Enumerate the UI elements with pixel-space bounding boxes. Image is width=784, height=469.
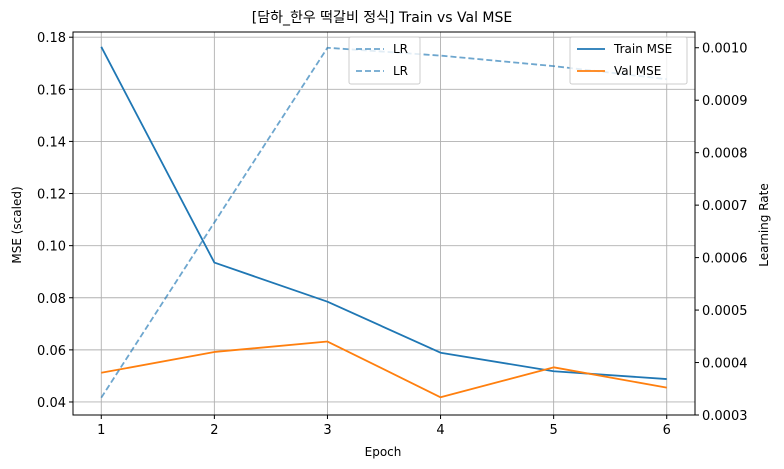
- y-tick-label: 0.18: [37, 31, 66, 46]
- legend-lr-label-2: LR: [393, 64, 408, 78]
- y2-tick-label: 0.0008: [702, 147, 748, 162]
- x-tick-label: 4: [436, 423, 444, 438]
- x-axis-label: Epoch: [365, 445, 402, 459]
- y-tick-label: 0.10: [37, 240, 66, 255]
- y2-tick-label: 0.0006: [702, 252, 748, 267]
- y2-axis-ticks: 0.0003 0.0004 0.0005 0.0006 0.0007 0.0008 0.00…: [695, 42, 748, 424]
- y-tick-label: 0.06: [37, 344, 66, 359]
- legend-lr-box: [348, 36, 421, 85]
- x-axis-ticks: 1 2 3 4 5 6: [97, 415, 671, 438]
- y-tick-label: 0.14: [37, 135, 66, 150]
- y2-tick-label: 0.0004: [702, 357, 748, 372]
- chart-title: [담하_한우 떡갈비 정식] Train vs Val MSE: [252, 10, 513, 26]
- x-tick-label: 6: [663, 423, 671, 438]
- x-tick-label: 5: [549, 423, 557, 438]
- y-axis-ticks: 0.04 0.06 0.08 0.10 0.12 0.14 0.16 0.18: [37, 31, 73, 411]
- legend-lr: LR LR: [348, 36, 421, 85]
- x-tick-label: 3: [323, 423, 331, 438]
- x-tick-label: 2: [210, 423, 218, 438]
- y-axis-label: MSE (scaled): [10, 186, 24, 263]
- y2-tick-label: 0.0005: [702, 304, 748, 319]
- legend-lr-label-1: LR: [393, 42, 408, 56]
- y-tick-label: 0.12: [37, 188, 66, 203]
- legend-mse-label-train: Train MSE: [613, 42, 672, 56]
- y-tick-label: 0.16: [37, 83, 66, 98]
- legend-mse-label-val: Val MSE: [614, 64, 661, 78]
- plot-frame: [72, 31, 696, 416]
- y-tick-label: 0.08: [37, 292, 66, 307]
- legend-mse: Train MSE Val MSE: [569, 36, 688, 85]
- y2-tick-label: 0.0009: [702, 94, 748, 109]
- series-line-train-mse: [100, 46, 667, 380]
- x-tick-label: 1: [97, 423, 105, 438]
- y-tick-label: 0.04: [37, 396, 66, 411]
- y2-tick-label: 0.0003: [702, 409, 748, 424]
- y2-axis-label: Learning Rate: [757, 183, 771, 266]
- y2-tick-label: 0.0010: [702, 42, 748, 57]
- series-line-val-mse: [101, 340, 667, 399]
- y2-tick-label: 0.0007: [702, 199, 748, 214]
